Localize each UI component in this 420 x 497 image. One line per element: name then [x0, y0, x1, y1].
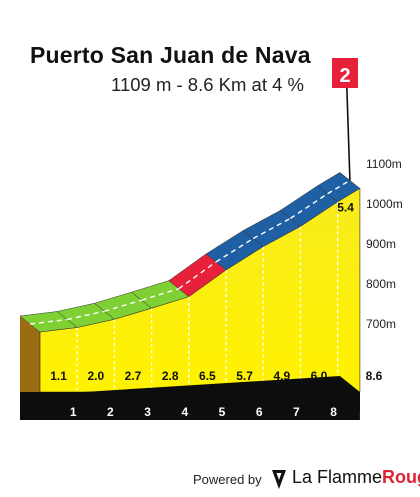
footer: Powered by La FlammeRouge: [0, 467, 420, 491]
km-label: 8.6: [366, 369, 383, 383]
road-centerline: [141, 287, 180, 301]
gradient-label: 5.4: [337, 201, 354, 215]
km-label: 3: [144, 405, 151, 419]
powered-by-label: Powered by: [193, 472, 262, 487]
brand-logo: La FlammeRouge: [292, 467, 420, 488]
gradient-label: 4.9: [273, 369, 290, 383]
km-label: 2: [107, 405, 114, 419]
y-tick-label: 1000m: [366, 197, 403, 211]
category-number: 2: [339, 65, 350, 87]
profile-body: 1.1 2.0 2.7 2.8 6.5 5.7 4.9 6.0 5.4: [19, 172, 361, 420]
road-centerline: [178, 261, 217, 290]
y-axis-labels: 1 2 3 4 5 6 7 8 8.6 700m 800m 900m 1000m 1100m: [70, 157, 403, 419]
climb-subtitle: 1109 m - 8.6 Km at 4 %: [111, 74, 304, 95]
road-centerline: [67, 310, 105, 321]
gradient-label: 2.7: [125, 369, 142, 383]
gradient-label: 2.0: [87, 369, 104, 383]
category-flag: 2: [332, 58, 358, 181]
profile-chart: 1.1 2.0 2.7 2.8 6.5 5.7 4.9 6.0 5.4 1 2 3 4 5 6 7 8 8.6 7…: [19, 58, 403, 420]
road-centerline: [29, 318, 68, 325]
gradient-label: 1.1: [50, 369, 67, 383]
y-tick-label: 800m: [366, 277, 396, 291]
gradient-label: 2.8: [162, 369, 179, 383]
y-tick-label: 700m: [366, 317, 396, 331]
brand-accent: Rouge: [382, 467, 420, 487]
km-label: 6: [256, 405, 263, 419]
gradient-label: 6.5: [199, 369, 216, 383]
road-centerline: [252, 217, 291, 240]
climb-title: Puerto San Juan de Nava: [30, 42, 311, 68]
y-tick-label: 900m: [366, 237, 396, 251]
category-flag-body: [332, 58, 358, 88]
road-centerline: [104, 299, 142, 312]
km-label: 8: [330, 405, 337, 419]
gradient-label: 6.0: [311, 369, 328, 383]
road-centerline: [290, 193, 328, 219]
km-label: 7: [293, 405, 300, 419]
road-centerline: [327, 179, 351, 195]
km-label: 1: [70, 405, 77, 419]
brand-name: La Flamme: [292, 467, 383, 487]
gradient-label: 5.7: [236, 369, 253, 383]
profile-base-side: [20, 392, 40, 420]
km-label: 4: [181, 405, 188, 419]
road-centerline: [215, 237, 254, 263]
km-label: 5: [219, 405, 226, 419]
flame-logo-icon: [272, 470, 286, 489]
profile-side: [20, 316, 40, 412]
y-tick-label: 1100m: [366, 157, 402, 171]
profile-base: [20, 392, 360, 420]
